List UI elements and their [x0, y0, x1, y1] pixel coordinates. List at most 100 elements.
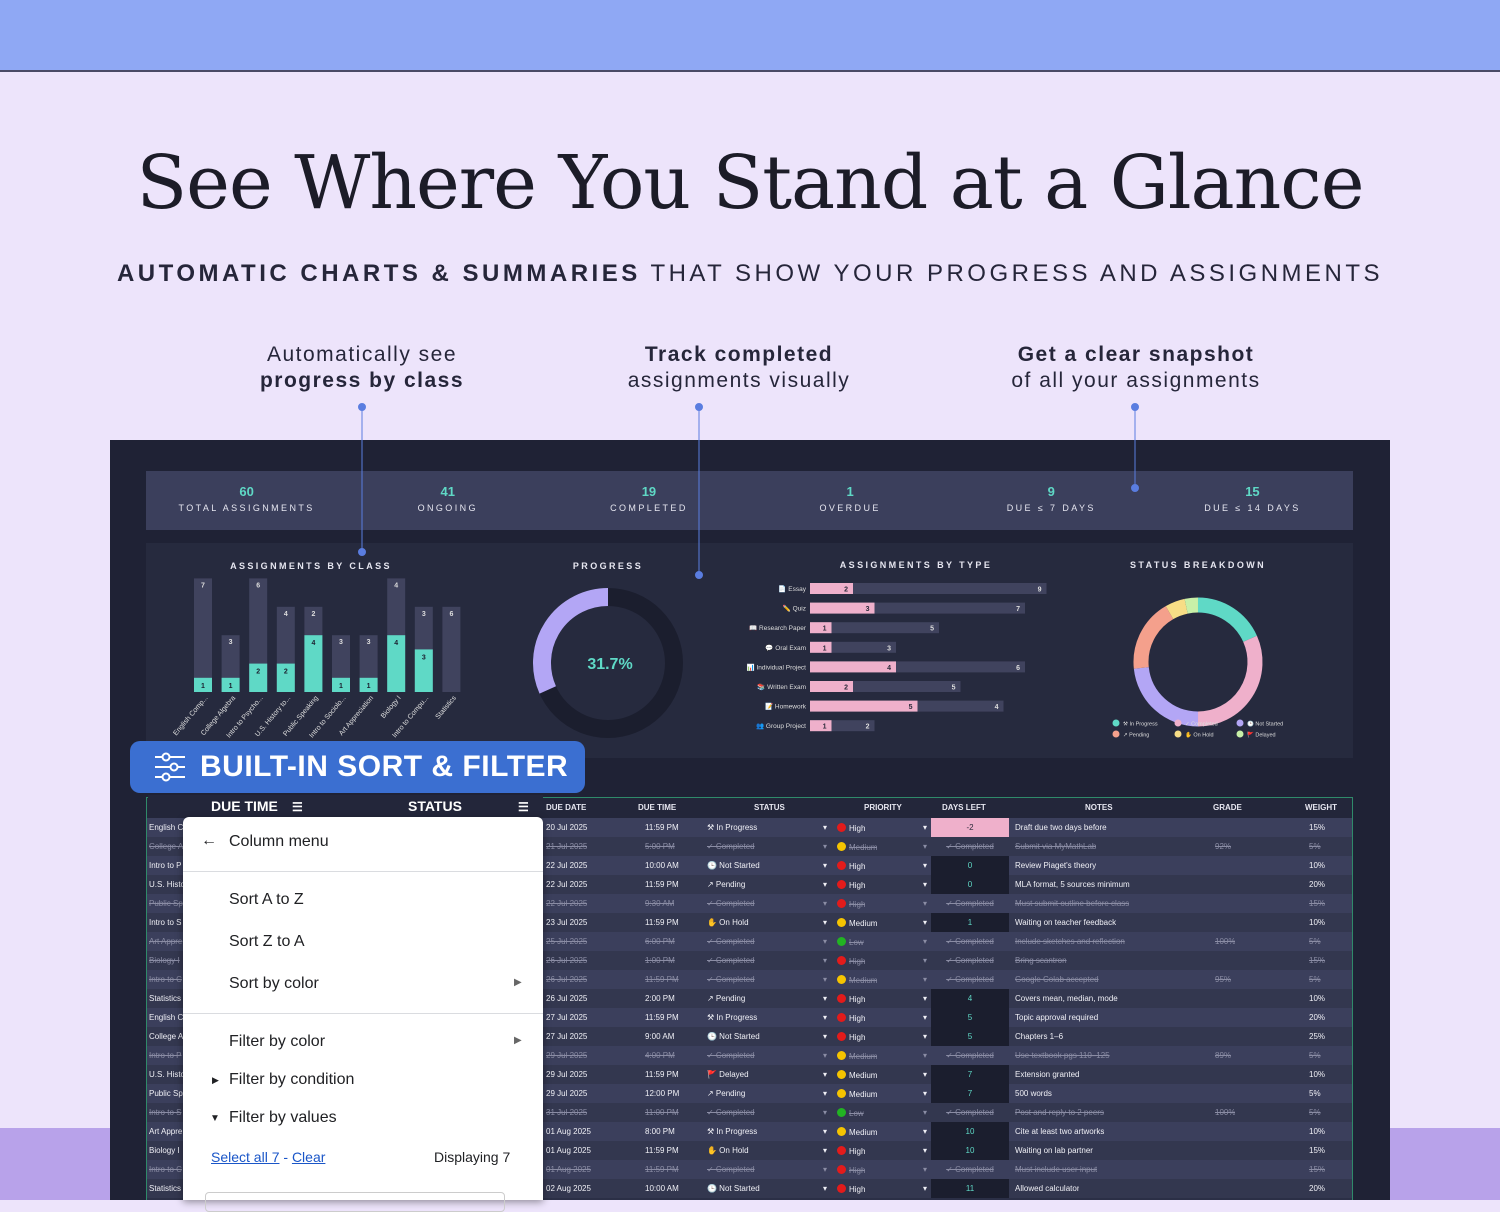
notes-cell[interactable]: Waiting on teacher feedback	[1015, 918, 1117, 927]
due-time-cell[interactable]: 12:00 PM	[645, 1089, 680, 1098]
notes-cell[interactable]: Google Colab accepted	[1015, 975, 1099, 984]
due-time-cell[interactable]: 11:59 PM	[645, 975, 679, 984]
priority-cell[interactable]: High	[837, 1184, 865, 1194]
due-time-cell[interactable]: 11:59 PM	[645, 918, 679, 927]
notes-cell[interactable]: Cite at least two artworks	[1015, 1127, 1105, 1136]
class-cell[interactable]: English C	[149, 1013, 183, 1022]
weight-cell[interactable]: 25%	[1309, 1032, 1326, 1041]
due-time-cell[interactable]: 11:59 PM	[645, 1070, 679, 1079]
status-cell[interactable]: ↗ Pending	[707, 1089, 746, 1098]
dropdown-chevron-icon[interactable]: ▾	[823, 1089, 828, 1098]
select-all-link[interactable]: Select all 7	[211, 1149, 280, 1165]
weight-cell[interactable]: 5%	[1309, 842, 1321, 851]
notes-cell[interactable]: Chapters 1–6	[1015, 1032, 1064, 1041]
due-date-cell[interactable]: 21 Jul 2025	[546, 842, 588, 851]
dropdown-chevron-icon[interactable]: ▾	[823, 1032, 828, 1041]
dropdown-chevron-icon[interactable]: ▾	[823, 1165, 828, 1174]
due-time-cell[interactable]: 8:00 PM	[645, 1127, 675, 1136]
notes-cell[interactable]: Use textbook pgs 110–125	[1015, 1051, 1110, 1060]
menu-filter-by-condition[interactable]: Filter by condition	[229, 1071, 355, 1088]
class-cell[interactable]: Public Sp	[149, 899, 183, 908]
dropdown-chevron-icon[interactable]: ▾	[823, 899, 828, 908]
priority-cell[interactable]: Medium	[837, 918, 877, 928]
header-status[interactable]: STATUS	[754, 803, 785, 812]
status-cell[interactable]: ✓ Completed	[707, 937, 755, 946]
notes-cell[interactable]: Extension granted	[1015, 1070, 1080, 1079]
weight-cell[interactable]: 5%	[1309, 1051, 1321, 1060]
status-cell[interactable]: ✋ On Hold	[707, 1146, 749, 1155]
header-due-date[interactable]: DUE DATE	[546, 803, 587, 812]
menu-sort-a-z[interactable]: Sort A to Z	[229, 891, 304, 908]
status-cell[interactable]: ⚒ In Progress	[707, 1127, 758, 1136]
class-cell[interactable]: Intro to S	[149, 918, 182, 927]
dropdown-chevron-icon[interactable]: ▾	[823, 1146, 828, 1155]
collapse-arrow-icon[interactable]: ▼	[210, 1113, 220, 1124]
weight-cell[interactable]: 15%	[1309, 823, 1326, 832]
due-date-cell[interactable]: 26 Jul 2025	[546, 994, 588, 1003]
due-time-cell[interactable]: 4:00 PM	[645, 1051, 675, 1060]
due-time-cell[interactable]: 1:00 PM	[645, 956, 675, 965]
class-cell[interactable]: Statistics	[149, 1184, 182, 1193]
class-cell[interactable]: College A	[149, 842, 183, 851]
priority-cell[interactable]: High	[837, 861, 865, 871]
due-time-cell[interactable]: 5:00 PM	[645, 842, 675, 851]
status-cell[interactable]: ✓ Completed	[707, 1051, 755, 1060]
due-time-cell[interactable]: 11:59 PM	[645, 880, 679, 889]
priority-cell[interactable]: Medium	[837, 1089, 877, 1099]
dropdown-chevron-icon[interactable]: ▾	[923, 1032, 928, 1041]
notes-cell[interactable]: Bring scantron	[1015, 956, 1067, 965]
notes-cell[interactable]: Include sketches and reflection	[1015, 937, 1125, 946]
grade-cell[interactable]: 100%	[1215, 1108, 1236, 1117]
header-weight[interactable]: WEIGHT	[1305, 803, 1337, 812]
weight-cell[interactable]: 10%	[1309, 918, 1326, 927]
dropdown-chevron-icon[interactable]: ▾	[823, 918, 828, 927]
dropdown-chevron-icon[interactable]: ▾	[923, 1146, 928, 1155]
class-cell[interactable]: Intro to C	[149, 975, 182, 984]
due-time-cell[interactable]: 6:00 PM	[645, 937, 675, 946]
notes-cell[interactable]: Topic approval required	[1015, 1013, 1099, 1022]
status-cell[interactable]: ⚒ In Progress	[707, 1013, 758, 1022]
menu-filter-by-color[interactable]: Filter by color	[229, 1033, 326, 1050]
weight-cell[interactable]: 15%	[1309, 956, 1326, 965]
dropdown-chevron-icon[interactable]: ▾	[823, 1070, 828, 1079]
header-notes[interactable]: NOTES	[1085, 803, 1113, 812]
dropdown-chevron-icon[interactable]: ▾	[823, 1184, 828, 1193]
priority-cell[interactable]: High	[837, 1146, 865, 1156]
status-cell[interactable]: 🕒 Not Started	[707, 1032, 760, 1041]
filter-icon[interactable]: ☰	[292, 800, 303, 814]
class-cell[interactable]: Intro to P	[149, 1051, 182, 1060]
filter-icon[interactable]: ☰	[518, 800, 529, 814]
due-date-cell[interactable]: 29 Jul 2025	[546, 1051, 588, 1060]
due-date-cell[interactable]: 01 Aug 2025	[546, 1165, 591, 1174]
header-priority[interactable]: PRIORITY	[864, 803, 902, 812]
priority-cell[interactable]: Medium	[837, 1070, 877, 1080]
priority-cell[interactable]: High	[837, 880, 865, 890]
due-date-cell[interactable]: 26 Jul 2025	[546, 956, 588, 965]
priority-cell[interactable]: High	[837, 899, 865, 909]
header-grade[interactable]: GRADE	[1213, 803, 1242, 812]
dropdown-chevron-icon[interactable]: ▾	[823, 956, 828, 965]
due-date-cell[interactable]: 29 Jul 2025	[546, 1070, 588, 1079]
status-cell[interactable]: ✋ On Hold	[707, 918, 749, 927]
dropdown-chevron-icon[interactable]: ▾	[923, 1051, 928, 1060]
dropdown-chevron-icon[interactable]: ▾	[923, 937, 928, 946]
weight-cell[interactable]: 20%	[1309, 880, 1326, 889]
priority-cell[interactable]: High	[837, 994, 865, 1004]
notes-cell[interactable]: Submit via MyMathLab	[1015, 842, 1097, 851]
status-cell[interactable]: ✓ Completed	[707, 956, 755, 965]
dropdown-chevron-icon[interactable]: ▾	[923, 823, 928, 832]
due-date-cell[interactable]: 22 Jul 2025	[546, 861, 588, 870]
class-cell[interactable]: Art Appre	[149, 1127, 183, 1136]
grade-cell[interactable]: 100%	[1215, 937, 1236, 946]
priority-cell[interactable]: High	[837, 1013, 865, 1023]
priority-cell[interactable]: High	[837, 956, 865, 966]
dropdown-chevron-icon[interactable]: ▾	[923, 975, 928, 984]
dropdown-chevron-icon[interactable]: ▾	[923, 1089, 928, 1098]
priority-cell[interactable]: Medium	[837, 1051, 877, 1061]
due-date-cell[interactable]: 22 Jul 2025	[546, 880, 588, 889]
dropdown-chevron-icon[interactable]: ▾	[923, 1184, 928, 1193]
due-date-cell[interactable]: 26 Jul 2025	[546, 975, 588, 984]
class-cell[interactable]: Public Sp	[149, 1089, 183, 1098]
header-due-time-zoomed[interactable]: DUE TIME	[211, 798, 278, 814]
notes-cell[interactable]: Waiting on lab partner	[1015, 1146, 1093, 1155]
